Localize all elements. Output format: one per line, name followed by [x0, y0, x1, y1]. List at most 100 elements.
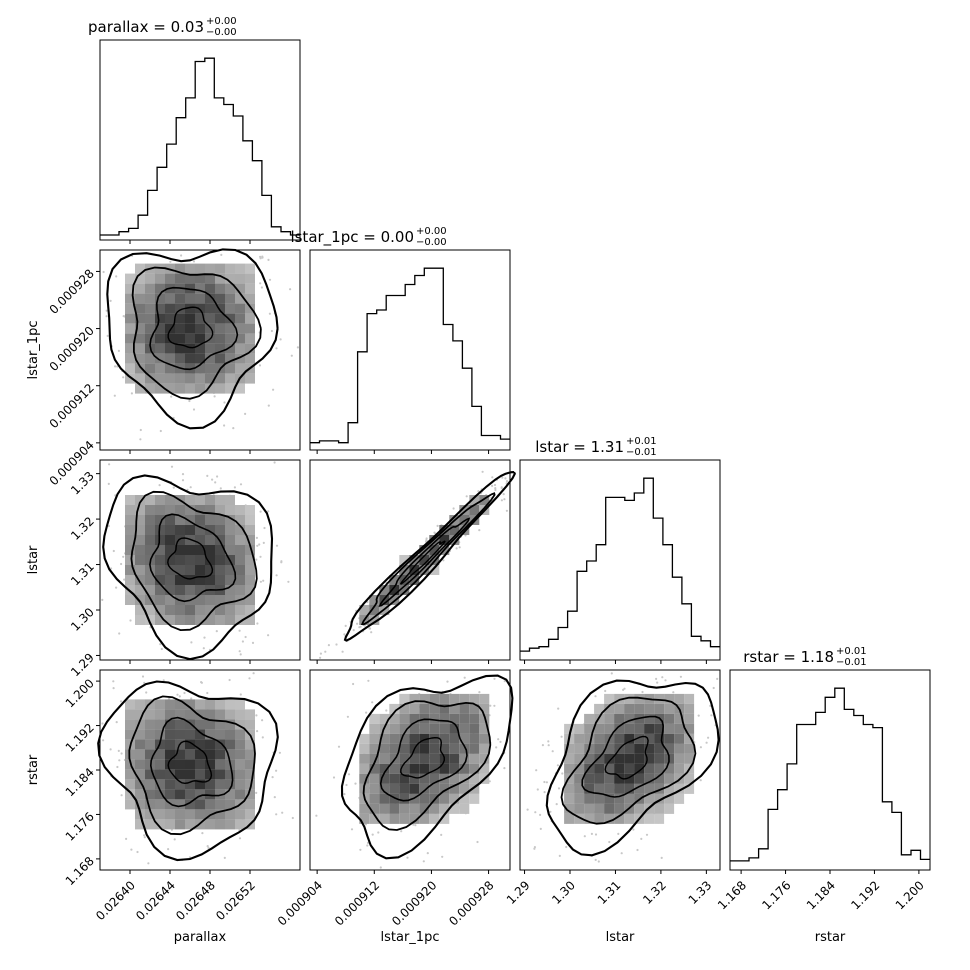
- density-cell: [449, 723, 460, 734]
- sample-point: [500, 486, 503, 489]
- density-cell: [245, 749, 255, 760]
- density-cell: [235, 273, 245, 284]
- sample-point: [406, 856, 409, 859]
- density-cell: [449, 783, 460, 794]
- density-cell: [155, 283, 165, 294]
- hist-step-parallax: [100, 57, 300, 236]
- density-cell: [574, 783, 585, 794]
- density-cell: [674, 723, 685, 734]
- density-cell: [634, 693, 645, 704]
- sample-point: [275, 769, 278, 772]
- density-cell: [574, 773, 585, 784]
- density-cell: [459, 703, 470, 714]
- density-cell: [185, 729, 195, 740]
- x-tick-label: 1.200: [893, 878, 927, 912]
- density-cell: [399, 693, 410, 704]
- density-cell: [135, 303, 145, 314]
- density-cell: [215, 515, 225, 525]
- sample-point: [477, 490, 480, 493]
- density-cell: [165, 545, 175, 555]
- density-cell: [225, 515, 235, 525]
- density-cell: [245, 273, 255, 284]
- density-cell: [399, 723, 410, 734]
- density-cell: [215, 383, 225, 394]
- density-cell: [135, 605, 145, 615]
- density-cell: [155, 615, 165, 625]
- density-cell: [674, 693, 685, 704]
- sample-point: [112, 549, 115, 553]
- density-cell: [195, 719, 205, 730]
- density-cell: [399, 713, 410, 724]
- density-cell: [389, 723, 400, 734]
- density-cell: [674, 713, 685, 724]
- density-cell: [215, 565, 225, 575]
- density-cell: [185, 819, 195, 830]
- hist-panel-lstar: [520, 477, 720, 652]
- density-cell: [165, 535, 175, 545]
- title-plus-err: +0.01: [836, 646, 867, 657]
- sample-point: [115, 721, 118, 724]
- density-cell: [225, 273, 235, 284]
- density-cell: [235, 699, 245, 710]
- density-cell: [135, 263, 145, 274]
- density-cell: [245, 515, 255, 525]
- sample-point: [699, 746, 703, 749]
- x-tick-label: 1.192: [848, 878, 882, 912]
- title-minus-err: −0.01: [626, 447, 657, 458]
- density-cell: [175, 535, 185, 545]
- density-cell: [369, 803, 380, 814]
- density-cell: [175, 709, 185, 720]
- density-cell: [245, 333, 255, 344]
- density-cell: [165, 505, 175, 515]
- density-cell: [195, 343, 205, 354]
- density-cell: [479, 723, 490, 734]
- density-cell: [459, 505, 470, 515]
- density-cell: [205, 535, 215, 545]
- density-cell: [419, 545, 430, 555]
- density-cell: [449, 703, 460, 714]
- density-cell: [664, 723, 675, 734]
- density-cell: [205, 263, 215, 274]
- density-cell: [614, 763, 625, 774]
- density-cell: [574, 763, 585, 774]
- density-cell: [574, 743, 585, 754]
- sample-point: [672, 691, 675, 694]
- density-cell: [215, 729, 225, 740]
- sample-point: [645, 833, 649, 836]
- density-cell: [135, 545, 145, 555]
- density-cell: [235, 555, 245, 565]
- sample-point: [547, 744, 550, 747]
- sample-point: [597, 860, 600, 863]
- density-cell: [409, 773, 420, 784]
- contour-level-2: [360, 492, 496, 626]
- title-plus-err: +0.00: [206, 16, 237, 27]
- sample-point: [261, 736, 264, 739]
- density-cell: [215, 749, 225, 760]
- sample-point: [337, 745, 341, 748]
- sample-point: [491, 476, 494, 479]
- density-cell: [419, 763, 430, 774]
- density-cell: [389, 803, 400, 814]
- density-cell: [235, 353, 245, 364]
- density-cell: [459, 515, 470, 525]
- sample-point: [268, 312, 271, 315]
- density-cell: [429, 723, 440, 734]
- sample-point: [259, 580, 262, 583]
- sample-point: [120, 794, 123, 797]
- density-cell: [195, 585, 205, 595]
- contour-level-2: [131, 266, 262, 400]
- density-cell: [614, 813, 625, 824]
- density-cell: [469, 763, 480, 774]
- sample-point: [241, 640, 244, 643]
- density-cell: [155, 545, 165, 555]
- density-cell: [624, 713, 635, 724]
- density-cell: [195, 293, 205, 304]
- density-cell: [584, 713, 595, 724]
- sample-point: [202, 647, 205, 650]
- sample-point: [503, 767, 506, 770]
- contour-level-3: [581, 715, 670, 798]
- density-cell: [155, 565, 165, 575]
- sample-point: [139, 428, 142, 432]
- sample-point: [347, 773, 351, 776]
- density-cell: [235, 535, 245, 545]
